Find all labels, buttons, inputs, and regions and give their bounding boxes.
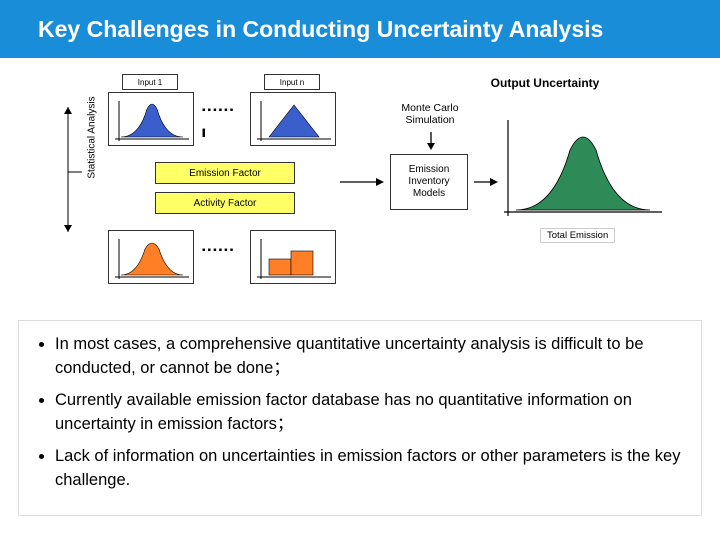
ellipsis-vertical-icon: ▪▪▪▪ [202, 130, 212, 138]
output-normal-dist-icon [498, 114, 668, 224]
dist-r3c1 [108, 230, 194, 284]
arrow-right-icon [338, 176, 386, 188]
output-uncertainty-label: Output Uncertainty [470, 76, 620, 90]
triangle-dist-icon [251, 93, 337, 147]
emission-inventory-models-box: Emission Inventory Models [390, 154, 468, 210]
bullet-item: Lack of information on uncertainties in … [55, 445, 683, 493]
bullet-item: In most cases, a comprehensive quantitat… [55, 333, 683, 381]
output-distribution [498, 114, 668, 204]
dist-r1c2 [250, 92, 336, 146]
bullet-list: In most cases, a comprehensive quantitat… [18, 320, 702, 516]
arrow-down-icon [425, 130, 437, 152]
normal-dist-icon [109, 93, 195, 147]
dist-r3c2 [250, 230, 336, 284]
ellipsis-icon: ▪▪▪▪▪▪ [202, 110, 242, 112]
dist-r1c1 [108, 92, 194, 146]
statistical-analysis-arrow [54, 102, 82, 262]
uncertainty-diagram: Statistical Analysis Input 1 Input n ▪▪▪… [40, 72, 680, 302]
statistical-analysis-label: Statistical Analysis [87, 78, 98, 198]
slide-title: Key Challenges in Conducting Uncertainty… [38, 16, 603, 43]
input-1-box: Input 1 [122, 74, 178, 90]
monte-carlo-label: Monte Carlo Simulation [385, 102, 475, 126]
activity-factor-box: Activity Factor [155, 192, 295, 214]
title-bar: Key Challenges in Conducting Uncertainty… [0, 0, 720, 58]
emission-factor-box: Emission Factor [155, 162, 295, 184]
input-n-box: Input n [264, 74, 320, 90]
total-emission-label: Total Emission [540, 228, 615, 243]
bullet-item: Currently available emission factor data… [55, 389, 683, 437]
ellipsis-icon: ▪▪▪▪▪▪ [202, 250, 242, 252]
normal-dist-orange-icon [109, 231, 195, 285]
arrow-right-icon [472, 176, 500, 188]
stepbars-dist-icon [251, 231, 337, 285]
